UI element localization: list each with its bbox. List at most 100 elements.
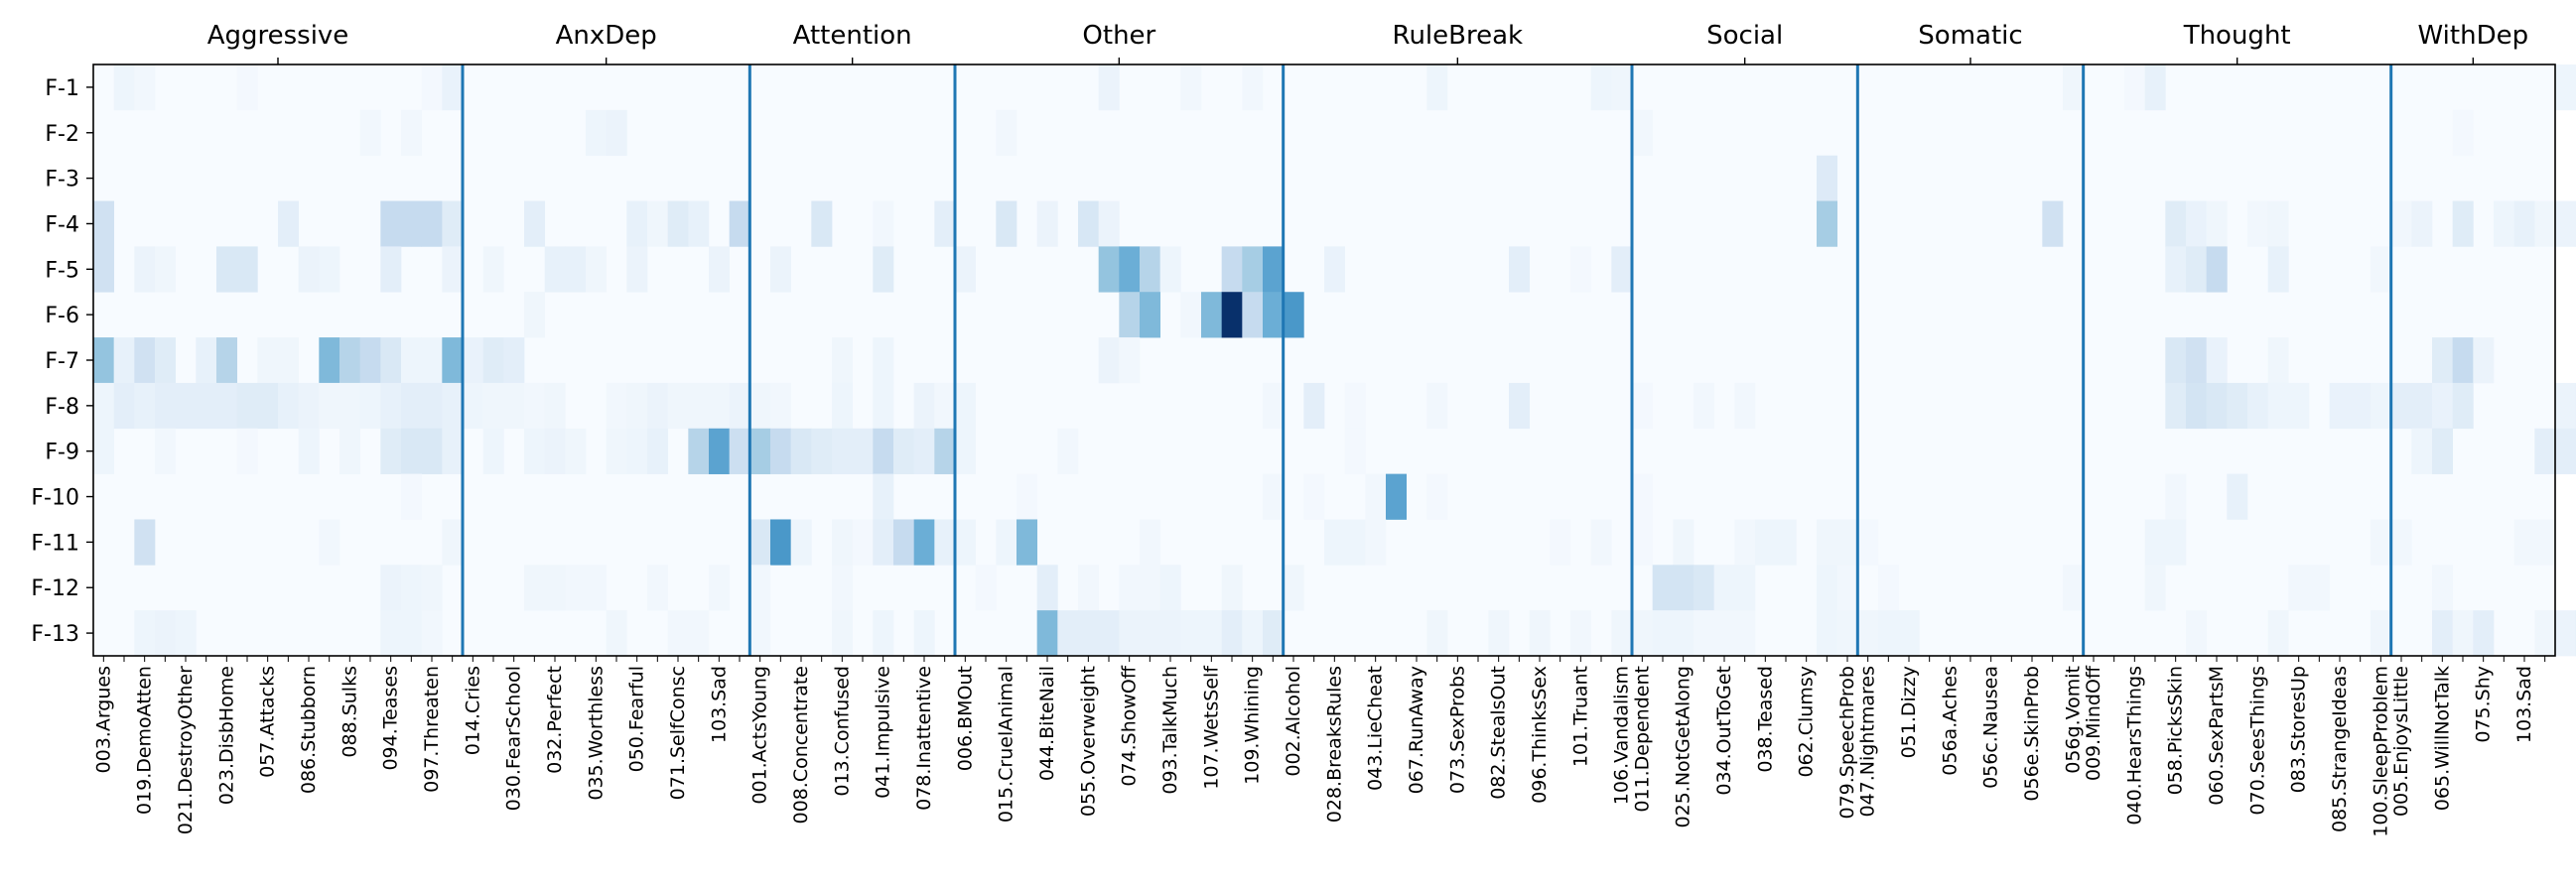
- heatmap-cell: [1201, 292, 1223, 338]
- heatmap-cell: [873, 428, 894, 474]
- heatmap-cell: [873, 337, 894, 384]
- heatmap-cell: [1098, 64, 1120, 111]
- heatmap-cell: [832, 337, 854, 384]
- heatmap-cell: [442, 519, 464, 566]
- heatmap-cell: [442, 246, 464, 293]
- row-label: F-1: [45, 76, 79, 101]
- heatmap-cell: [1673, 610, 1695, 657]
- heatmap-cell: [319, 382, 340, 430]
- heatmap-cell: [196, 337, 217, 384]
- heatmap-cell: [913, 382, 935, 430]
- heatmap-cell: [2247, 382, 2269, 430]
- heatmap-cell: [257, 382, 279, 430]
- heatmap-cell: [155, 246, 177, 293]
- heatmap-cell: [2411, 382, 2433, 430]
- heatmap-cell: [729, 428, 750, 474]
- heatmap-cell: [93, 337, 115, 384]
- heatmap-cell: [1836, 519, 1858, 566]
- heatmap-cell: [1426, 64, 1448, 111]
- heatmap-cell: [832, 519, 854, 566]
- heatmap-cell: [1078, 200, 1100, 247]
- heatmap-cell: [503, 382, 525, 430]
- heatmap-cell: [1263, 382, 1285, 430]
- heatmap-cell: [1836, 565, 1858, 611]
- heatmap-cell: [2165, 382, 2187, 430]
- heatmap-cell: [175, 610, 197, 657]
- heatmap-cell: [955, 382, 977, 430]
- heatmap-cell: [2555, 200, 2576, 247]
- heatmap-cell: [2555, 382, 2576, 430]
- heatmap-cell: [709, 565, 731, 611]
- heatmap-cell: [1221, 565, 1243, 611]
- heatmap-cell: [196, 382, 217, 430]
- heatmap-cell: [2165, 337, 2187, 384]
- column-label: 051.Dizzy: [1898, 666, 1920, 758]
- heatmap-cell: [2186, 382, 2208, 430]
- heatmap-cell: [2288, 565, 2310, 611]
- column-label: 079.SpeechProb: [1836, 666, 1858, 820]
- heatmap-cell: [2267, 337, 2289, 384]
- heatmap-cell: [1652, 610, 1674, 657]
- heatmap-cell: [586, 565, 608, 611]
- column-label: 103.Sad: [708, 666, 730, 743]
- column-label: 094.Teases: [380, 666, 402, 771]
- heatmap-cell: [421, 337, 443, 384]
- heatmap-cell: [1180, 610, 1202, 657]
- heatmap-cell: [93, 382, 115, 430]
- heatmap-cell: [667, 200, 689, 247]
- heatmap-cell: [524, 382, 546, 430]
- heatmap-cell: [749, 428, 771, 474]
- heatmap-cell: [1426, 382, 1448, 430]
- heatmap-cell: [873, 246, 894, 293]
- heatmap-cell: [647, 428, 669, 474]
- column-label: 065.WillNotTalk: [2431, 666, 2453, 811]
- heatmap-cell: [606, 610, 627, 657]
- column-label: 011.Dependent: [1631, 666, 1653, 813]
- heatmap-cell: [2186, 246, 2208, 293]
- column-label: 032.Perfect: [544, 666, 566, 774]
- heatmap-cell: [667, 382, 689, 430]
- column-label: 078.Inattentive: [913, 666, 935, 811]
- column-label: 096.ThinksSex: [1529, 666, 1551, 804]
- heatmap-cell: [1365, 519, 1387, 566]
- column-label: 067.RunAway: [1406, 666, 1427, 794]
- heatmap-cell: [2165, 246, 2187, 293]
- row-label: F-5: [45, 258, 79, 283]
- heatmap-cell: [1734, 382, 1756, 430]
- heatmap-cell: [1509, 246, 1531, 293]
- heatmap-cell: [2165, 519, 2187, 566]
- heatmap-cell: [319, 337, 340, 384]
- heatmap-cell: [934, 428, 956, 474]
- heatmap-cell: [2144, 64, 2166, 111]
- heatmap-cell: [770, 428, 792, 474]
- heatmap-cell: [2206, 337, 2228, 384]
- heatmap-cell: [93, 246, 115, 293]
- heatmap-cell: [482, 428, 504, 474]
- heatmap-cell: [482, 337, 504, 384]
- column-label: 038.Teased: [1754, 666, 1776, 773]
- column-label: 062.Clumsy: [1796, 666, 1818, 778]
- row-label: F-10: [31, 486, 79, 511]
- heatmap-cell: [380, 610, 402, 657]
- column-label: 043.LieCheat: [1365, 666, 1387, 791]
- heatmap-cell: [1611, 610, 1633, 657]
- column-label: 070.SeesThings: [2246, 666, 2268, 816]
- heatmap-cell: [770, 382, 792, 430]
- heatmap-cell: [216, 382, 238, 430]
- heatmap-cell: [2165, 200, 2187, 247]
- heatmap-cell: [1590, 519, 1612, 566]
- heatmap-cell: [2432, 610, 2454, 657]
- heatmap-cell: [1036, 610, 1058, 657]
- heatmap-cell: [236, 64, 258, 111]
- row-label: F-3: [45, 168, 79, 192]
- heatmap-cell: [155, 610, 177, 657]
- heatmap-cell: [852, 428, 874, 474]
- column-label: 085.StrangeIdeas: [2329, 666, 2351, 832]
- heatmap-cell: [1140, 292, 1161, 338]
- column-label: 101.Truant: [1569, 666, 1591, 767]
- heatmap-cell: [2534, 519, 2556, 566]
- heatmap-cell: [2186, 610, 2208, 657]
- heatmap-cell: [913, 610, 935, 657]
- heatmap-cell: [339, 382, 361, 430]
- heatmap-cell: [1242, 610, 1264, 657]
